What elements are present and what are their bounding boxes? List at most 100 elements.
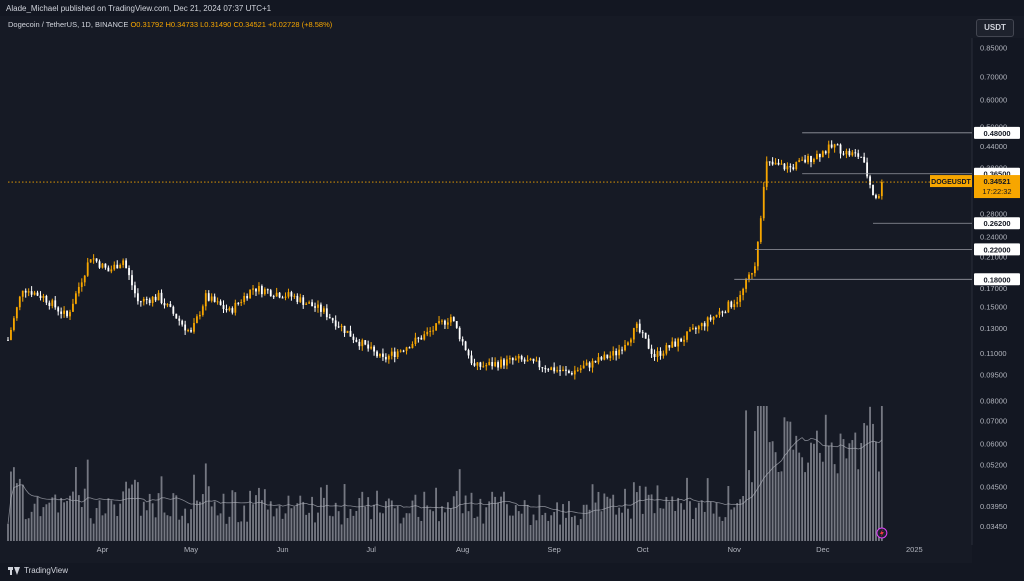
- candle-body: [417, 337, 420, 339]
- candle-body: [727, 301, 730, 313]
- volume-bar: [553, 511, 556, 541]
- volume-bar: [426, 505, 429, 541]
- candle-body: [355, 339, 358, 342]
- volume-bar: [697, 502, 700, 541]
- volume-bar: [163, 512, 166, 541]
- volume-bar: [689, 501, 691, 541]
- volume-bar: [122, 491, 125, 541]
- candle-body: [638, 323, 641, 333]
- volume-bar: [228, 516, 231, 541]
- candle-body: [98, 261, 101, 268]
- volume-bar: [142, 501, 145, 541]
- candle-body: [290, 292, 293, 297]
- candle-body: [376, 351, 378, 357]
- y-tick-label: 0.24000: [980, 232, 1007, 241]
- y-tick-label: 0.13000: [980, 324, 1007, 333]
- candle-body: [526, 360, 529, 362]
- volume-bar: [842, 439, 845, 541]
- volume-bar: [45, 504, 48, 541]
- tradingview-logo[interactable]: TradingView: [8, 566, 68, 575]
- volume-bar: [334, 502, 337, 541]
- candle-body: [500, 359, 502, 368]
- volume-bar: [346, 518, 349, 541]
- candle-body: [45, 295, 48, 303]
- volume-bar: [706, 478, 709, 541]
- volume-bar: [139, 515, 142, 541]
- symbol-price-tag-label: DOGEUSDT: [931, 179, 971, 186]
- volume-bar: [134, 479, 136, 541]
- volume-bar: [305, 514, 308, 541]
- volume-bar: [42, 507, 45, 541]
- candle-body: [591, 360, 594, 368]
- volume-bar: [54, 494, 57, 541]
- volume-bar: [674, 510, 677, 541]
- candle-body: [777, 162, 780, 165]
- candle-body: [12, 318, 15, 330]
- candle-body: [739, 295, 742, 302]
- volume-bar: [190, 509, 192, 541]
- volume-bar: [833, 464, 836, 541]
- currency-button[interactable]: USDT: [976, 19, 1014, 37]
- volume-bar: [175, 495, 178, 541]
- publisher-info: Alade_Michael published on TradingView.c…: [6, 4, 272, 13]
- candle-body: [848, 150, 851, 156]
- volume-bar: [700, 500, 703, 541]
- volume-bar: [600, 511, 603, 541]
- volume-bar: [665, 496, 668, 541]
- candle-body: [423, 334, 426, 340]
- y-tick-label: 0.06000: [980, 439, 1007, 448]
- candle-body: [249, 289, 251, 299]
- volume-bar: [322, 497, 325, 541]
- y-tick-label: 0.15000: [980, 303, 1007, 312]
- candle-body: [145, 298, 148, 300]
- volume-bar: [77, 495, 80, 541]
- volume-bar: [69, 495, 71, 541]
- candle-body: [352, 336, 355, 340]
- candle-body: [18, 296, 21, 308]
- candle-body: [131, 275, 133, 286]
- volume-bar: [458, 469, 461, 541]
- volume-bar: [594, 502, 597, 541]
- candle-body: [269, 290, 272, 297]
- candle-body: [535, 360, 538, 362]
- symbol-name[interactable]: Dogecoin / TetherUS, 1D, BINANCE: [8, 20, 129, 29]
- candle-body: [24, 290, 27, 293]
- volume-bar: [57, 512, 60, 541]
- symbol-legend[interactable]: Dogecoin / TetherUS, 1D, BINANCE O0.3179…: [8, 20, 332, 29]
- volume-bar: [653, 513, 656, 541]
- candle-body: [630, 339, 632, 343]
- volume-bar: [423, 491, 426, 541]
- candle-body: [178, 318, 181, 321]
- volume-bar: [187, 523, 190, 541]
- candle-body: [506, 359, 508, 366]
- volume-bar: [131, 484, 133, 541]
- candle-body: [228, 308, 231, 311]
- price-chart[interactable]: 0.850000.700000.600000.500000.440000.380…: [0, 0, 1024, 563]
- candle-body: [568, 370, 570, 373]
- candle-body: [240, 302, 243, 304]
- volume-bar: [482, 523, 485, 541]
- candle-body: [600, 357, 603, 360]
- y-tick-label: 0.03450: [980, 522, 1007, 531]
- candle-body: [615, 351, 618, 356]
- x-tick-label: 2025: [906, 545, 923, 554]
- volume-bar: [544, 512, 547, 541]
- volume-bar: [66, 501, 68, 541]
- volume-bar: [148, 493, 151, 541]
- volume-bar: [355, 511, 358, 541]
- volume-bar: [237, 522, 240, 541]
- volume-bar: [455, 490, 458, 541]
- candle-body: [830, 144, 833, 148]
- volume-bar: [287, 495, 290, 541]
- candle-body: [562, 369, 564, 372]
- candle-body: [7, 339, 9, 341]
- candle-body: [204, 293, 207, 307]
- candle-body: [494, 362, 497, 367]
- volume-bar: [523, 500, 526, 541]
- candle-body: [517, 356, 520, 359]
- candle-body: [142, 298, 145, 302]
- last-price-tag: [974, 175, 1020, 199]
- candle-body: [452, 317, 455, 322]
- y-tick-label: 0.07000: [980, 416, 1007, 425]
- candle-body: [358, 341, 361, 347]
